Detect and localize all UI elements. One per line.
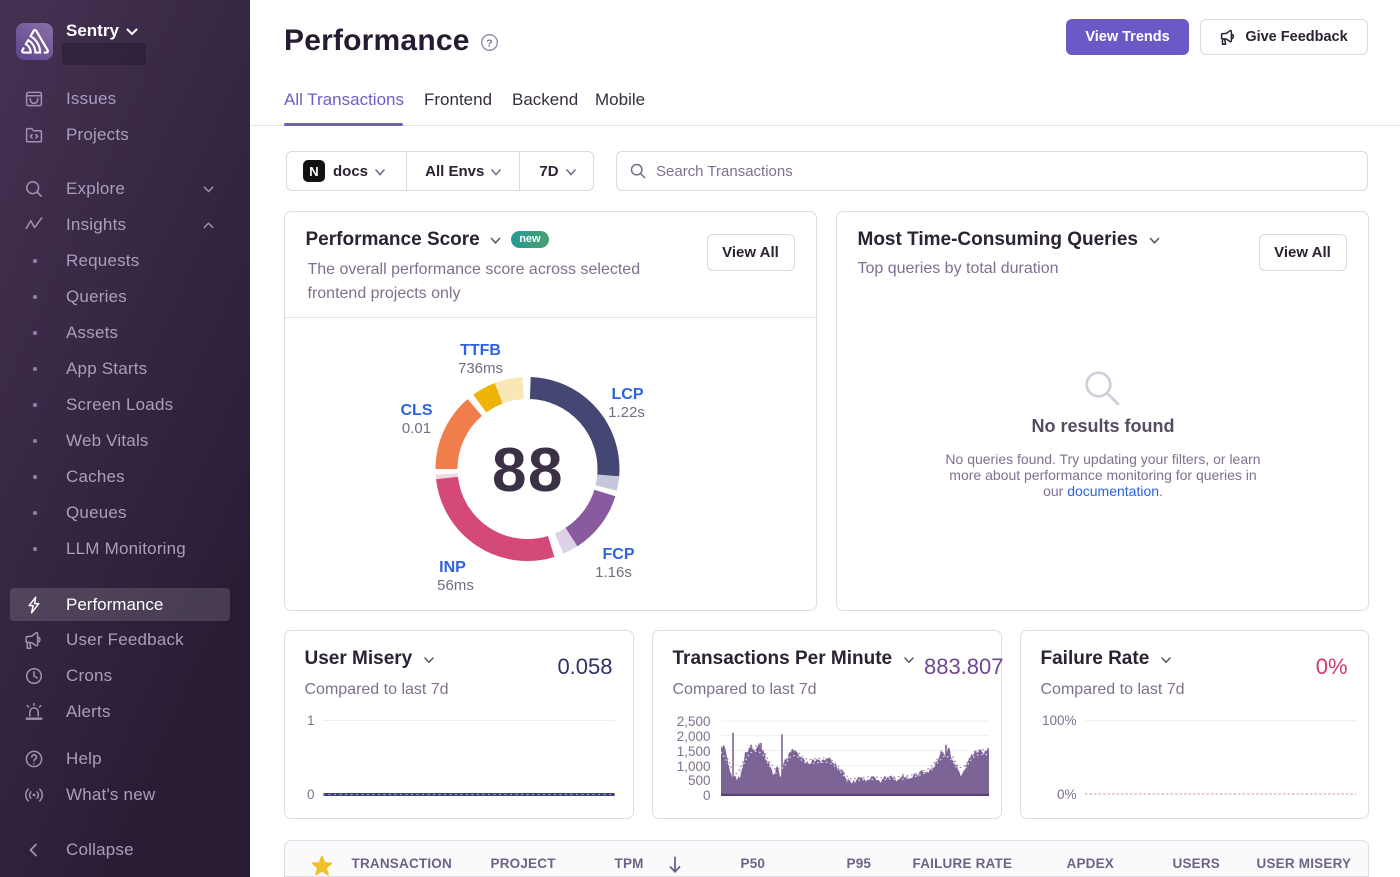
svg-text:?: ? (486, 37, 492, 49)
svg-text:N: N (309, 164, 318, 179)
